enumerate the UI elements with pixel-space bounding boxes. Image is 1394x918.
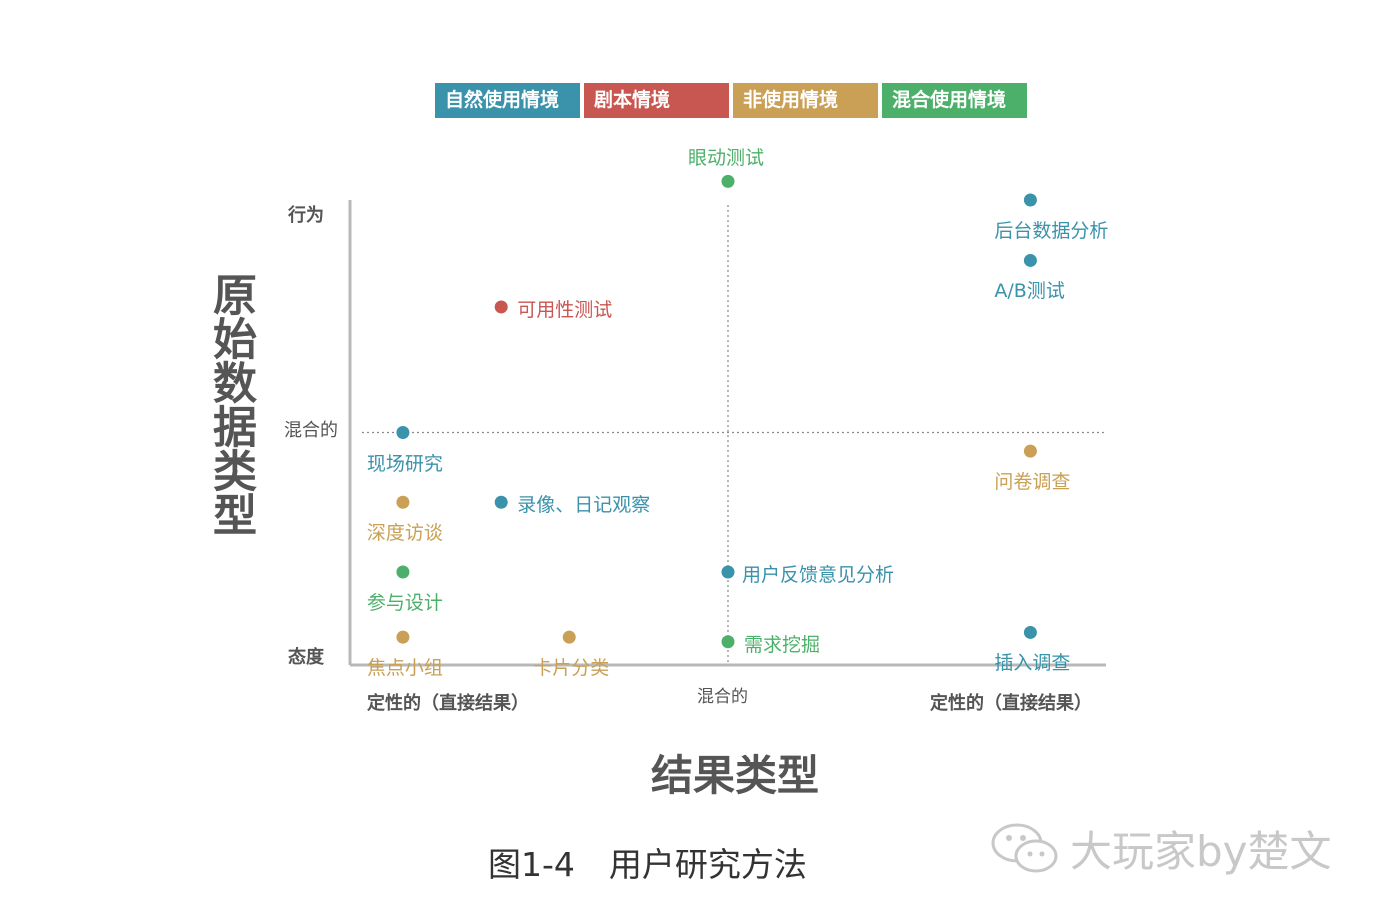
y-tick-top: 行为	[288, 205, 324, 226]
data-point-label: 现场研究	[366, 452, 443, 475]
data-point	[396, 426, 410, 439]
data-point	[1023, 253, 1037, 267]
data-point	[396, 565, 410, 579]
data-point	[1023, 193, 1037, 207]
wechat-icon	[991, 823, 1058, 872]
caption-text: 用户研究方法	[608, 845, 807, 884]
legend: 自然使用情境 剧本情境 非使用情境 混合使用情境	[435, 83, 1027, 118]
data-point	[562, 630, 576, 644]
data-point-label: 录像、日记观察	[517, 494, 651, 517]
data-point-label: 可用性测试	[517, 298, 613, 321]
figure-caption: 图1-4 用户研究方法	[488, 838, 807, 886]
y-axis-title: 原始数据类型	[205, 272, 256, 536]
data-point	[721, 635, 735, 649]
data-point	[494, 495, 508, 509]
data-point-label: 需求挖掘	[744, 633, 821, 656]
watermark: 大玩家by楚文	[990, 818, 1332, 879]
data-point-label: 插入调查	[994, 652, 1071, 675]
legend-item-natural: 自然使用情境	[435, 83, 580, 118]
data-point	[1023, 625, 1037, 639]
data-point	[396, 630, 410, 644]
y-tick-bottom: 态度	[288, 647, 324, 668]
data-point-label: 用户反馈意见分析	[742, 564, 895, 586]
data-point-label: 问卷调查	[994, 471, 1071, 494]
legend-item-mixed: 混合使用情境	[882, 83, 1027, 118]
data-point	[1023, 444, 1037, 458]
data-point-label: 深度访谈	[366, 522, 443, 545]
data-point-label: 焦点小组	[366, 657, 443, 680]
legend-item-script: 剧本情境	[584, 83, 729, 118]
x-tick-middle: 混合的	[697, 687, 748, 707]
data-point	[396, 495, 410, 509]
data-point-label: 参与设计	[366, 592, 443, 614]
x-tick-left: 定性的（直接结果）	[367, 693, 529, 714]
data-point-label: 眼动测试	[688, 147, 765, 170]
data-point-label: A/B测试	[994, 280, 1065, 303]
x-axis-title: 结果类型	[650, 751, 819, 800]
y-tick-middle: 混合的	[284, 420, 338, 441]
legend-item-non-use: 非使用情境	[733, 83, 878, 118]
caption-figure-number: 图1-4	[488, 845, 575, 884]
watermark-text: 大玩家by楚文	[1070, 827, 1332, 876]
data-point	[721, 565, 735, 579]
data-point	[494, 300, 508, 314]
x-tick-right: 定性的（直接结果）	[930, 693, 1092, 714]
data-point-label: 卡片分类	[533, 657, 610, 680]
data-point	[721, 174, 735, 188]
data-point-label: 后台数据分析	[994, 220, 1109, 242]
